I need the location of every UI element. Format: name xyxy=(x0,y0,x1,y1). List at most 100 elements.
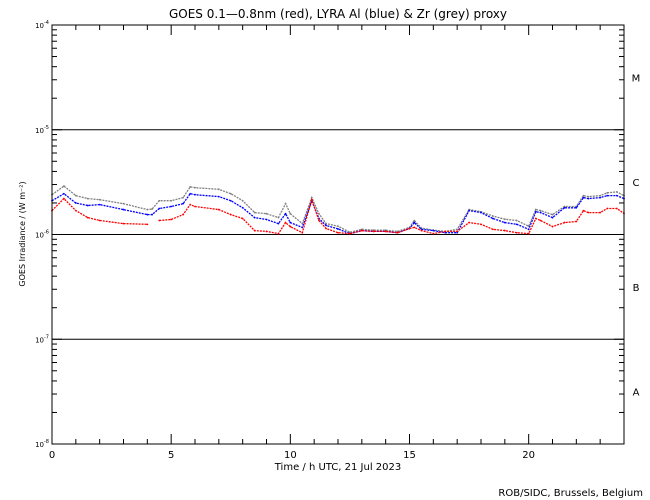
data-point xyxy=(277,222,280,225)
data-point xyxy=(86,197,89,200)
data-point xyxy=(182,202,184,205)
data-point xyxy=(63,197,65,200)
x-tick-label: 15 xyxy=(403,450,416,461)
data-point xyxy=(551,225,554,228)
data-point xyxy=(253,211,256,214)
data-point xyxy=(325,227,327,230)
data-point xyxy=(241,217,244,220)
data-point xyxy=(74,209,77,212)
data-point xyxy=(194,193,196,196)
data-point xyxy=(492,215,494,217)
data-point xyxy=(606,207,609,210)
axis-ticks xyxy=(51,25,625,445)
series-line-0 xyxy=(51,185,625,233)
data-point xyxy=(284,212,287,215)
data-point xyxy=(241,199,244,202)
data-point xyxy=(599,196,602,199)
data-point xyxy=(582,209,585,212)
data-point xyxy=(606,191,609,194)
data-point xyxy=(337,228,339,230)
data-point xyxy=(194,205,196,208)
data-point xyxy=(194,186,196,189)
data-point xyxy=(563,206,566,209)
data-point xyxy=(98,203,101,206)
data-point xyxy=(229,192,232,195)
data-point xyxy=(310,198,313,201)
data-point xyxy=(98,219,101,222)
data-point xyxy=(265,218,268,221)
data-point xyxy=(480,211,482,214)
data-point xyxy=(527,232,530,235)
data-point xyxy=(384,230,387,233)
data-point xyxy=(284,221,287,224)
data-point xyxy=(277,216,280,219)
flare-class-label: B xyxy=(633,283,640,294)
data-point xyxy=(146,208,149,211)
class-boundaries xyxy=(52,129,624,340)
data-point xyxy=(503,229,506,232)
chart-title: GOES 0.1—0.8nm (red), LYRA Al (blue) & Z… xyxy=(169,7,507,21)
data-point xyxy=(217,188,220,191)
data-point xyxy=(468,209,470,212)
data-point xyxy=(408,227,411,230)
data-point xyxy=(289,212,292,215)
data-point xyxy=(587,211,590,214)
data-point xyxy=(527,228,530,231)
y-tick-label: 10-6 xyxy=(35,230,49,240)
data-point xyxy=(158,219,161,222)
data-point xyxy=(229,213,232,216)
data-point xyxy=(122,222,125,225)
data-point xyxy=(534,210,537,213)
data-point xyxy=(456,231,459,234)
data-point xyxy=(468,221,470,224)
data-point xyxy=(310,196,313,199)
data-point xyxy=(534,217,537,220)
data-point xyxy=(420,229,423,232)
data-point xyxy=(432,229,435,232)
data-point xyxy=(492,228,494,231)
data-point xyxy=(337,231,339,234)
data-point xyxy=(456,228,459,231)
data-point xyxy=(284,202,287,205)
y-tick-label: 10-5 xyxy=(35,125,49,135)
data-point xyxy=(599,194,602,197)
data-point xyxy=(146,213,149,216)
flare-class-label: A xyxy=(633,388,640,399)
data-point xyxy=(63,185,65,187)
y-tick-label: 10-7 xyxy=(35,334,49,344)
data-point xyxy=(74,202,77,204)
data-point xyxy=(122,208,125,211)
series-line-1 xyxy=(51,192,625,235)
data-point xyxy=(582,196,585,199)
data-series xyxy=(51,185,625,235)
tick-labels: 0 5 10 15 20 10-8 10-7 10-6 10-5 10-4 A B C M xyxy=(35,20,640,461)
data-point xyxy=(158,207,161,210)
data-point xyxy=(575,220,578,223)
y-tick-label: 10-4 xyxy=(35,20,49,30)
data-point xyxy=(599,211,602,214)
data-point xyxy=(539,209,542,212)
data-point xyxy=(444,230,447,233)
data-point xyxy=(551,213,554,216)
data-point xyxy=(277,232,280,235)
data-point xyxy=(515,223,518,226)
data-point xyxy=(360,229,363,232)
data-point xyxy=(615,194,618,197)
data-point xyxy=(384,229,387,232)
data-point xyxy=(349,231,351,234)
data-point xyxy=(539,211,542,214)
data-point xyxy=(420,228,423,231)
y-axis-label: GOES Irradiance / (W m⁻²) xyxy=(18,181,27,286)
data-point xyxy=(182,213,184,216)
data-point xyxy=(217,208,220,211)
data-point xyxy=(413,221,416,224)
data-point xyxy=(503,221,506,224)
credit-text: ROB/SIDC, Brussels, Belgium xyxy=(498,488,643,499)
data-point xyxy=(86,204,89,207)
data-point xyxy=(318,212,320,215)
data-point xyxy=(63,192,65,195)
data-point xyxy=(301,226,304,229)
data-point xyxy=(615,191,618,193)
data-point xyxy=(563,205,566,208)
